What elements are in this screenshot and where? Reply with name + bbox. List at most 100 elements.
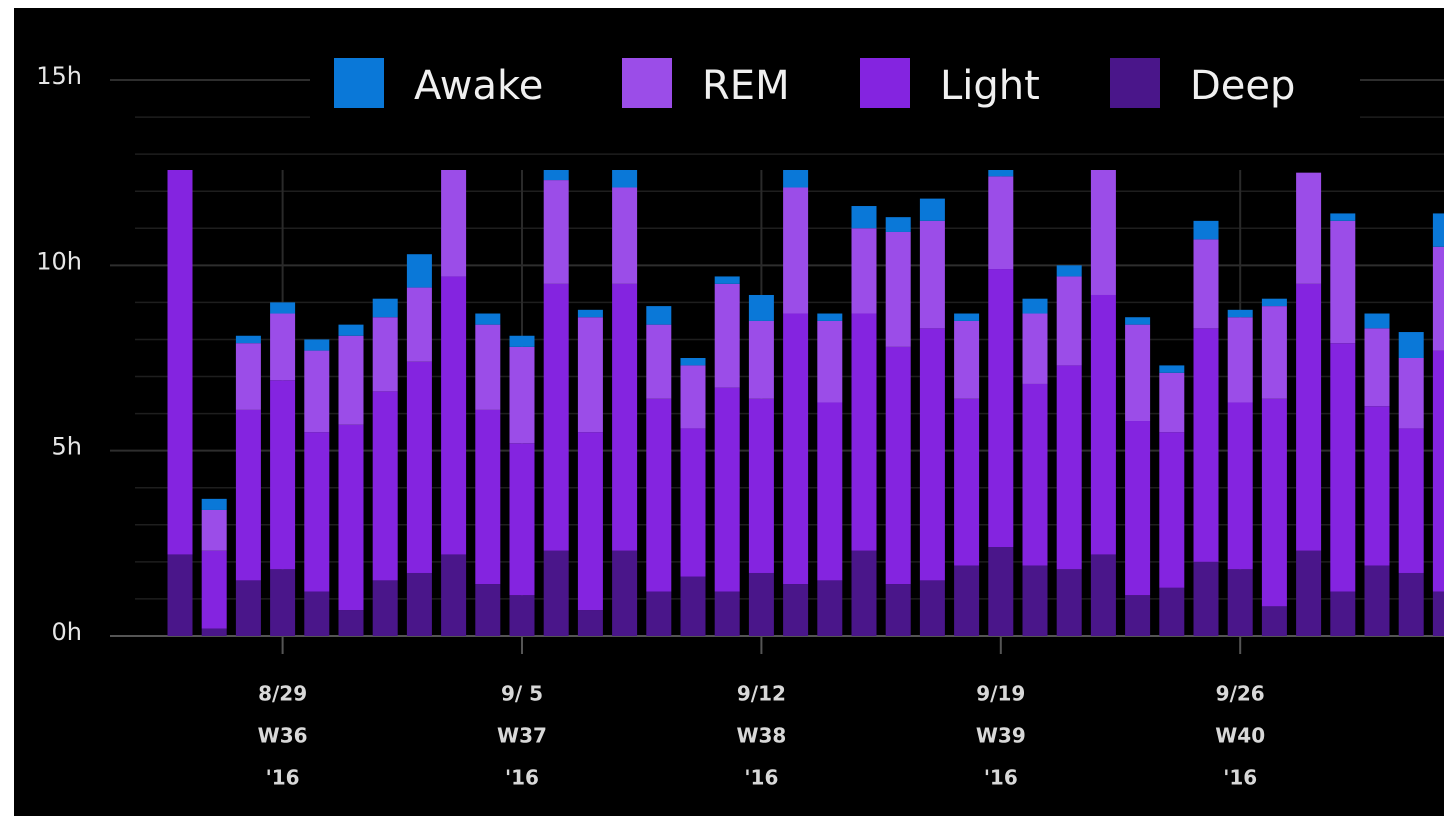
x-tick-label: '16 [744,766,778,790]
bar-segment [1227,309,1253,318]
x-tick-label: W39 [976,724,1026,748]
bar-segment [714,276,740,284]
bar-segment [680,358,706,366]
bar-segment [714,387,740,592]
bar-segment [1432,591,1444,636]
bar-segment [543,170,569,181]
x-tick-label: 9/26 [1216,682,1265,706]
bar-segment [1056,569,1082,636]
x-tick-label: 8/29 [258,682,307,706]
bar-segment [817,402,843,581]
bar-segment [1398,572,1424,636]
bar-segment [1398,428,1424,573]
bar-segment [988,269,1014,548]
bar-segment [748,294,774,321]
bar-segment [338,324,364,336]
bar-segment [304,339,330,351]
bar-segment [1296,283,1322,551]
legend-label: REM [702,63,790,109]
bar-segment [1432,350,1444,592]
bar-segment [441,170,467,277]
bar-segment [1125,324,1151,422]
bar-segment [714,283,740,388]
bar-segment [509,595,535,636]
bar-segment [1090,170,1116,295]
bar-segment [1022,313,1048,384]
bar-segment [680,576,706,636]
bar-segment [885,217,911,232]
bar-segment [338,424,364,611]
bar-segment [338,610,364,636]
bar-segment [851,228,877,314]
bar-segment [646,398,672,592]
bar-segment [270,569,296,636]
bar-segment [851,550,877,636]
bar-segment [1159,365,1185,373]
bar-segment [612,550,638,636]
legend-label: Awake [414,63,543,109]
bar-segment [1227,569,1253,636]
y-tick-label: 5h [52,433,82,461]
bar-segment [1125,421,1151,596]
bar-segment [783,187,809,314]
legend-label: Light [940,63,1040,109]
bar-segment [783,170,809,188]
bar-segment [304,350,330,433]
bars [167,170,1444,636]
bar-segment [1330,591,1356,636]
bar-segment [1022,383,1048,566]
bar-segment [201,509,227,551]
bar-segment [885,346,911,585]
bar-segment [646,591,672,636]
bar-segment [1227,317,1253,403]
bar-segment [372,317,398,392]
bar-segment [919,198,945,221]
bar-segment [167,554,193,636]
bar-segment [1364,313,1390,329]
y-tick-label: 10h [36,247,82,275]
bar-segment [1364,406,1390,566]
bar-segment [612,283,638,551]
x-tick-label: 9/19 [976,682,1025,706]
bar-segment [714,591,740,636]
x-tick-label: '16 [1223,766,1257,790]
bar-segment [509,335,535,347]
bar-segment [783,584,809,636]
x-tick-label: '16 [266,766,300,790]
bar-segment [372,298,398,318]
bar-segment [988,170,1014,177]
bar-segment [372,580,398,636]
bar-segment [1159,432,1185,588]
bar-segment [577,432,603,611]
bar-segment [1330,213,1356,221]
x-tick-label: 9/ 5 [501,682,543,706]
bar-segment [270,302,296,314]
bar-segment [1364,328,1390,407]
bar-segment [783,313,809,585]
bar-segment [954,313,980,321]
bar-segment [680,365,706,429]
legend-background [310,45,1360,123]
bar-segment [1261,306,1287,399]
bar-segment [167,170,193,555]
bar-segment [1159,372,1185,433]
x-tick-label: 9/12 [737,682,786,706]
bar-segment [406,287,432,362]
bar-segment [270,313,296,381]
bar-segment [1261,606,1287,636]
bar-segment [406,361,432,573]
bar-segment [372,391,398,581]
bar-segment [235,343,261,410]
axes: 0h 5h 10h 15h 8/29 W36 '16 9/ 5 W37 '16 9/12 W38 '16… [36,62,1265,790]
bar-segment [235,409,261,581]
bar-segment [919,328,945,581]
bar-segment [543,550,569,636]
bar-segment [817,320,843,403]
bar-segment [954,398,980,566]
bar-segment [1125,595,1151,636]
bar-segment [577,610,603,636]
bar-segment [475,324,501,410]
bar-segment [270,380,296,570]
bar-segment [817,580,843,636]
x-tick-label: '16 [505,766,539,790]
